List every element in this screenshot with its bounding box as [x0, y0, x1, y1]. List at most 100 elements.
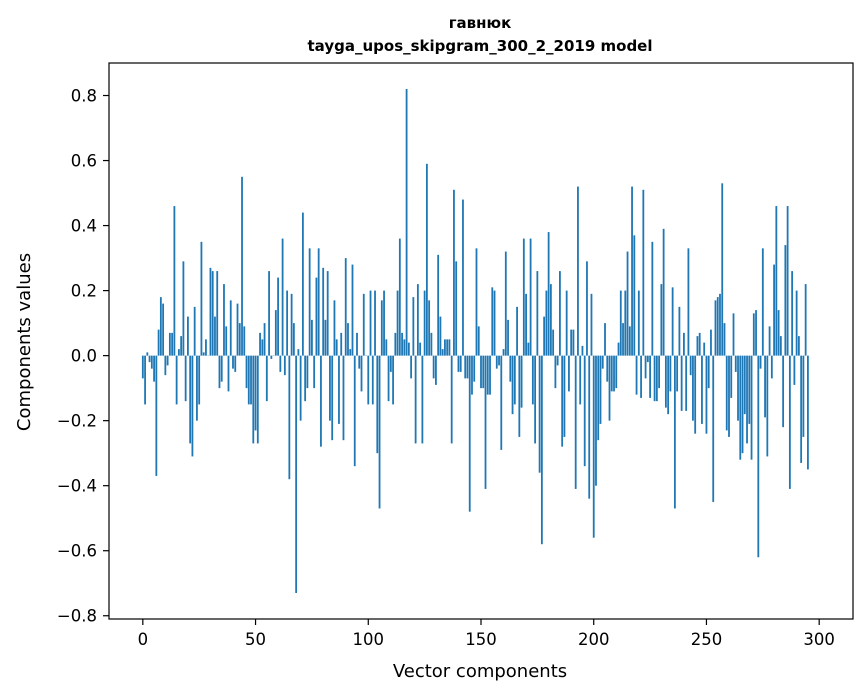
bar: [157, 329, 160, 356]
bar: [416, 284, 419, 356]
bar: [220, 355, 223, 382]
bar: [579, 355, 582, 405]
bar: [547, 232, 550, 356]
bar: [162, 303, 165, 356]
bar: [563, 355, 566, 437]
bar: [362, 293, 365, 356]
x-tick-label: 200: [578, 630, 610, 649]
bar: [504, 251, 507, 356]
bar: [356, 332, 358, 356]
y-tick-label: 0.8: [71, 87, 97, 106]
bar: [660, 284, 663, 356]
bar: [182, 261, 185, 356]
bar: [509, 355, 512, 382]
bar: [617, 342, 620, 356]
bar: [338, 355, 340, 424]
bar: [234, 355, 237, 372]
bar: [252, 355, 255, 444]
bar: [707, 355, 710, 389]
bar: [793, 355, 796, 385]
bar: [671, 287, 674, 356]
bar: [297, 349, 300, 356]
x-tick-label: 100: [353, 630, 385, 649]
bar: [507, 319, 509, 356]
bar: [601, 355, 604, 369]
bar: [148, 355, 151, 363]
bar: [804, 284, 807, 356]
bar: [577, 186, 579, 356]
bar: [423, 290, 426, 356]
bar: [536, 271, 539, 356]
chart-title: гавнюк: [449, 14, 512, 32]
bar: [428, 300, 431, 356]
x-axis-label: Vector components: [393, 661, 567, 682]
bar: [394, 332, 397, 356]
bar: [245, 355, 248, 389]
bar: [211, 271, 214, 356]
bar: [333, 300, 336, 356]
y-axis-label: Components values: [14, 253, 35, 431]
bar: [268, 271, 270, 356]
bar: [698, 332, 701, 356]
bar: [513, 355, 516, 405]
bar: [561, 355, 564, 447]
bar: [779, 336, 782, 356]
bar: [662, 228, 665, 356]
bar: [349, 349, 352, 356]
bar: [701, 355, 703, 424]
bar: [759, 355, 762, 369]
bar: [205, 339, 207, 356]
bar: [168, 332, 171, 356]
x-axis: 0 50 100 150 200 250 300: [138, 619, 835, 649]
bar: [290, 293, 293, 356]
bar: [326, 271, 329, 356]
bar: [387, 355, 390, 402]
bar: [193, 306, 196, 356]
bar: [153, 355, 155, 382]
bar: [317, 248, 320, 356]
bar: [628, 326, 631, 356]
bar: [500, 355, 503, 450]
bar: [453, 189, 455, 356]
bar: [673, 355, 676, 509]
bar: [155, 355, 158, 476]
bar: [752, 313, 755, 356]
y-tick-label: −0.6: [57, 542, 97, 561]
bar: [288, 355, 291, 480]
bar: [376, 355, 379, 454]
bar: [446, 339, 449, 356]
bar: [277, 277, 279, 356]
bar: [667, 355, 670, 415]
bar: [401, 332, 403, 356]
bar: [450, 355, 453, 444]
bar: [624, 290, 627, 356]
bar: [331, 355, 334, 441]
bar: [403, 339, 406, 356]
bar: [746, 355, 748, 444]
bar: [586, 261, 588, 356]
bar: [301, 212, 304, 356]
bar: [171, 332, 174, 356]
bar: [295, 355, 298, 593]
bar: [716, 297, 719, 356]
bar: [146, 352, 149, 356]
bar: [773, 264, 775, 356]
bar: [425, 163, 428, 356]
bar: [430, 332, 433, 356]
bar: [712, 355, 715, 502]
bar: [741, 355, 744, 454]
bar: [283, 355, 286, 376]
bar: [378, 355, 381, 509]
bar: [714, 300, 717, 356]
bar: [800, 355, 803, 463]
bar: [633, 235, 636, 356]
bar: [196, 355, 198, 421]
bar: [383, 290, 385, 356]
bar: [493, 290, 496, 356]
bar: [545, 290, 548, 356]
bar: [775, 206, 778, 356]
bar: [527, 342, 530, 356]
bar: [574, 355, 577, 489]
bar: [597, 355, 600, 441]
y-tick-label: −0.4: [57, 477, 97, 496]
